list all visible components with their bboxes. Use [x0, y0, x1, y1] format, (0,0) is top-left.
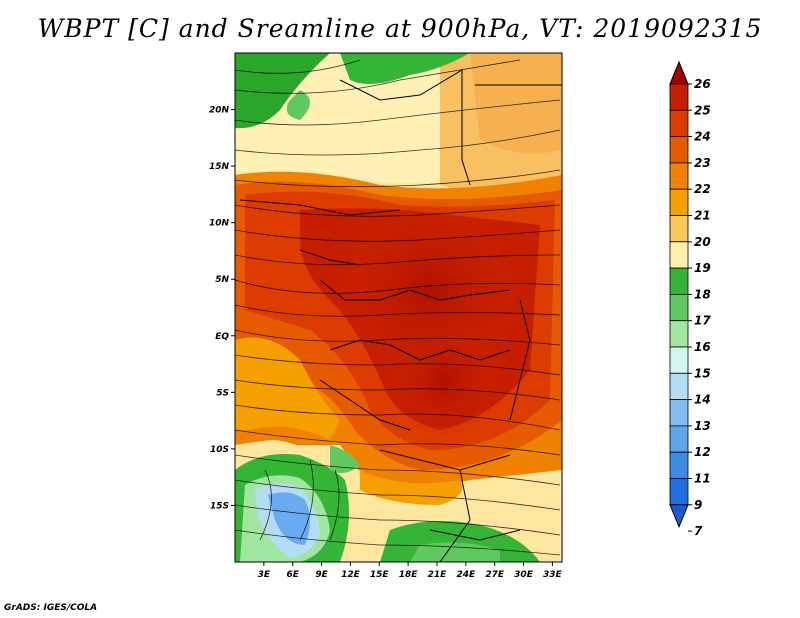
lat-label: 20N [209, 106, 230, 116]
lat-label: 15S [210, 501, 229, 511]
colorbar-label: 18 [694, 287, 711, 301]
colorbar-swatch [669, 478, 689, 506]
streamlines [235, 59, 561, 556]
colorbar-swatch [669, 215, 689, 243]
map-figure: 20N 15N 10N 5N EQ 5S 10S 15S 3E 6E 9E 12E 15E 18E 21E… [209, 52, 711, 580]
lon-label: 12E [341, 570, 361, 580]
colorbar-swatch [669, 162, 689, 190]
colorbar-label: 20 [694, 235, 711, 249]
colorbar-label: 26 [694, 77, 711, 91]
colorbar-label: 13 [694, 419, 711, 433]
colorbar-label: 9 [694, 498, 702, 512]
lat-label: 10N [209, 219, 230, 229]
lon-label: 18E [399, 570, 419, 580]
colorbar: 26 25 24 23 22 21 20 19 18 17 16 15 14 13 12 11 9 7 [669, 60, 711, 538]
colorbar-swatch [669, 188, 689, 216]
colorbar-label: 7 [694, 524, 703, 538]
colorbar-label: 21 [694, 209, 711, 223]
colorbar-label: 17 [694, 314, 711, 328]
colorbar-swatch [669, 346, 689, 374]
lon-label: 9E [315, 570, 328, 580]
map-title: WBPT [C] and Sreamline at 900hPa, VT: 20… [37, 14, 763, 43]
colorbar-swatch [669, 241, 689, 269]
colorbar-arrow-bottom [669, 504, 689, 529]
lon-label: 15E [370, 570, 390, 580]
colorbar-swatch [669, 136, 689, 164]
colorbar-label: 24 [694, 130, 711, 144]
lat-label: 5N [215, 275, 229, 285]
lon-label: 21E [428, 570, 448, 580]
colorbar-label: 16 [694, 340, 711, 354]
colorbar-swatch [669, 83, 689, 111]
colorbar-label: 15 [694, 366, 711, 380]
colorbar-label: 12 [694, 445, 711, 459]
latitude-axis: 20N 15N 10N 5N EQ 5S 10S 15S [209, 106, 235, 511]
lon-label: 3E [258, 570, 271, 580]
lon-label: 24E [456, 570, 476, 580]
colorbar-arrow-top [669, 60, 689, 85]
colorbar-swatch [669, 372, 689, 400]
lat-label: 15N [209, 162, 230, 172]
lon-label: 27E [485, 570, 505, 580]
colorbar-label: 19 [694, 261, 711, 275]
colorbar-label: 25 [694, 103, 711, 117]
colorbar-swatch [669, 293, 689, 322]
lat-label: EQ [215, 332, 229, 342]
wbpt-field [235, 53, 562, 562]
colorbar-swatch [669, 425, 689, 453]
colorbar-label: 11 [694, 472, 711, 486]
colorbar-swatch [669, 451, 689, 479]
colorbar-swatch [669, 267, 689, 295]
lat-label: 10S [210, 445, 229, 455]
longitude-axis: 3E 6E 9E 12E 15E 18E 21E 24E 27E 30E 33E [258, 562, 563, 580]
map-frame [234, 52, 563, 563]
credit-text: GrADS: IGES/COLA [4, 603, 98, 613]
lon-label: 33E [543, 570, 563, 580]
country-borders [239, 69, 562, 562]
colorbar-swatch [669, 109, 689, 138]
colorbar-swatch [669, 399, 689, 427]
lon-label: 6E [286, 570, 299, 580]
colorbar-label: 22 [694, 182, 711, 196]
colorbar-swatch [669, 320, 689, 348]
lon-label: 30E [514, 570, 534, 580]
colorbar-label: 14 [694, 393, 711, 407]
lat-label: 5S [216, 388, 229, 398]
colorbar-label: 23 [694, 156, 711, 170]
